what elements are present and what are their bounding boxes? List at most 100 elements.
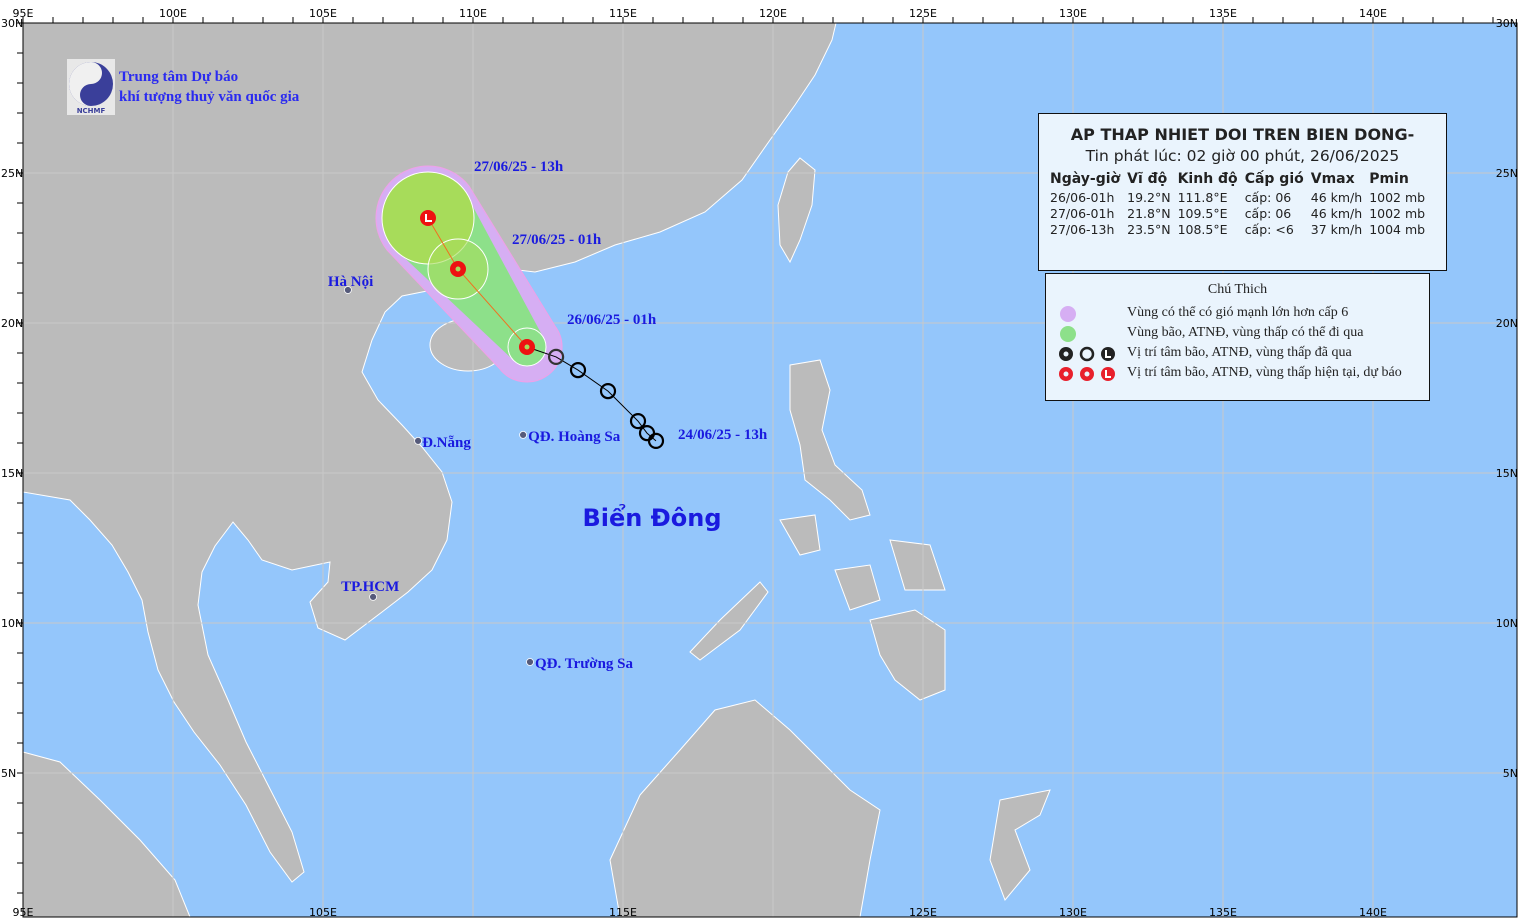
left-lat-label: 5N — [1, 767, 16, 780]
table-cell: cấp: 06 — [1244, 190, 1292, 205]
city-label: Đ.Nẵng — [422, 435, 471, 451]
top-lon-label: 135E — [1209, 7, 1237, 20]
past-track-line — [526, 346, 657, 442]
table-cell: 108.5°E — [1177, 222, 1228, 237]
past-position-marker — [629, 413, 647, 430]
city-dot — [519, 430, 527, 439]
low-letter-icon — [425, 214, 432, 222]
top-lon-label: 110E — [459, 7, 487, 20]
city-label: TP.HCM — [341, 579, 399, 595]
bottom-lon-label: 115E — [609, 906, 637, 919]
right-lat-label: 5N — [1503, 767, 1518, 780]
axis-labels: 95E 100E 105E 110E 115E 120E 125E 130E 135E 140E 9… — [1, 7, 1518, 919]
info-panel: AP THAP NHIET DOI TREN BIEN DONG- Tin ph… — [1038, 113, 1447, 271]
city-label: QĐ. Hoàng Sa — [528, 429, 621, 445]
column-header: Pmin — [1369, 171, 1409, 187]
table-cell: 19.2°N — [1127, 190, 1171, 205]
right-lat-label: 0N — [1503, 917, 1518, 919]
right-lat-label: 10N — [1496, 617, 1518, 630]
bottom-lon-label: 95E — [13, 906, 34, 919]
sea-name: Biển Đông — [582, 502, 721, 532]
table-cell: 37 km/h — [1310, 222, 1363, 237]
axis-ticks — [17, 17, 1494, 894]
top-lon-label: 100E — [159, 7, 187, 20]
table-cell: 1004 mb — [1369, 222, 1426, 237]
table-cell: 46 km/h — [1310, 190, 1363, 205]
left-lat-label: 20N — [1, 317, 23, 330]
forecast-time-label: 26/06/25 - 01h — [567, 312, 657, 328]
left-lat-label: 15N — [1, 467, 23, 480]
right-lat-label: 20N — [1496, 317, 1518, 330]
bottom-lon-label: 130E — [1059, 906, 1087, 919]
taiwan — [777, 157, 816, 264]
city-label: Hà Nội — [328, 274, 373, 290]
start-time-label: 24/06/25 - 13h — [678, 427, 768, 443]
bottom-lon-label: 135E — [1209, 906, 1237, 919]
mindanao — [869, 609, 946, 701]
low-pressure-marker — [420, 210, 436, 226]
city-dot — [343, 286, 352, 294]
left-lat-label: 30N — [1, 17, 23, 30]
bottom-lon-label: 125E — [909, 906, 937, 919]
top-lon-label: 140E — [1359, 7, 1387, 20]
table-cell: 1002 mb — [1369, 206, 1426, 221]
bottom-lon-label: 140E — [1359, 906, 1387, 919]
org-line-1: Trung tâm Dự báo — [119, 69, 239, 85]
table-cell: cấp: 06 — [1244, 206, 1292, 221]
purple-zone-icon — [1060, 306, 1076, 322]
legend-item-current-forecast: Vị trí tâm bão, ATNĐ, vùng thấp hiện tại… — [1046, 364, 1429, 384]
bottom-lon-label: 105E — [309, 906, 337, 919]
left-lat-label: 10N — [1, 617, 23, 630]
palawan — [689, 581, 769, 661]
top-lon-label: 105E — [309, 7, 337, 20]
top-lon-label: 125E — [909, 7, 937, 20]
storm-track — [420, 210, 665, 449]
luzon — [789, 359, 871, 521]
current-forecast-icons — [1059, 367, 1115, 381]
table-header: Ngày-giờ Vĩ độ Kinh độ Cấp gió Vmax Pmin — [1048, 171, 1430, 189]
map-frame — [22, 22, 1518, 918]
table-row: 26/06-01h 19.2°N 111.8°E cấp: 06 46 km/h 1002… — [1048, 189, 1430, 205]
land — [22, 22, 1051, 918]
table-cell: cấp: <6 — [1244, 222, 1294, 237]
past-position-icons: ᠀ — [1059, 346, 1115, 363]
top-lon-label: 130E — [1059, 7, 1087, 20]
track-labels: 26/06/25 - 01h 27/06/25 - 01h 27/06/25 - 1… — [474, 159, 768, 443]
city-dot — [414, 436, 423, 445]
right-lat-label: 30N — [1496, 17, 1518, 30]
top-lon-label: 95E — [13, 7, 34, 20]
center-dot — [455, 266, 461, 272]
organization-name: Trung tâm Dự báo khí tượng thuỷ văn quốc… — [119, 67, 299, 107]
table-row: 27/06-01h 21.8°N 109.5°E cấp: 06 46 km/h 1002… — [1048, 205, 1430, 221]
city-dot — [526, 658, 534, 666]
legend: Chú Thich Vùng có thể có gió mạnh lớn hơ… — [1045, 273, 1430, 401]
table-row: 27/06-13h 23.5°N 108.5°E cấp: <6 37 km/h 1004… — [1048, 221, 1430, 237]
issued-time: Tin phát lúc: 02 giờ 00 phút, 26/06/2025 — [1085, 147, 1400, 165]
top-lon-label: 115E — [609, 7, 637, 20]
table-cell: 1002 mb — [1369, 190, 1426, 205]
past-position-marker — [547, 348, 565, 365]
column-header: Vmax — [1310, 171, 1355, 187]
city-label: QĐ. Trường Sa — [535, 656, 634, 672]
table-cell: 23.5°N — [1127, 222, 1171, 237]
grid — [23, 23, 1517, 917]
past-position-marker — [638, 425, 656, 442]
city-dot — [369, 593, 378, 601]
sulawesi — [989, 789, 1051, 901]
asia-mainland — [22, 22, 837, 883]
org-line-2: khí tượng thuỷ văn quốc gia — [119, 89, 300, 105]
table-cell: 27/06-01h — [1050, 206, 1115, 221]
past-position-marker — [569, 362, 587, 379]
column-header: Cấp gió — [1244, 171, 1304, 187]
table-cell: 21.8°N — [1127, 206, 1171, 221]
green-zone-icon — [1060, 326, 1076, 342]
legend-item-storm-zone: Vùng bão, ATNĐ, vùng thấp có thể đi qua — [1046, 324, 1429, 344]
top-lon-label: 120E — [759, 7, 787, 20]
forecast-time-label: 27/06/25 - 01h — [512, 232, 602, 248]
right-lat-label: 15N — [1496, 467, 1518, 480]
cities: Hà Nội Đ.Nẵng QĐ. Hoàng Sa TP.HCM QĐ. Trường… — [328, 274, 634, 672]
legend-title: Chú Thich — [1207, 282, 1268, 297]
nchmf-logo: NCHMF — [67, 59, 115, 115]
forecast-table: Ngày-giờ Vĩ độ Kinh độ Cấp gió Vmax Pmin 26/0… — [1048, 171, 1430, 237]
right-lat-label: 25N — [1496, 167, 1518, 180]
